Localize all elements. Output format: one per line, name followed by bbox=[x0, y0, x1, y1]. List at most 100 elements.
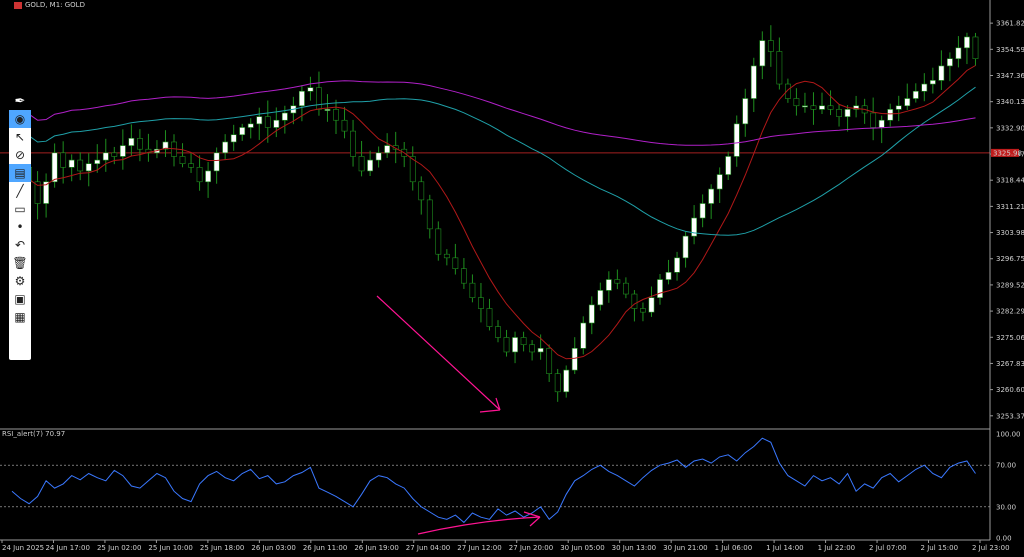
rsi-level-label: 70.00 bbox=[996, 462, 1016, 470]
eye-icon[interactable]: ◉ bbox=[9, 110, 31, 128]
candle-body bbox=[733, 123, 740, 157]
time-tick-label: 2 Jul 07:00 bbox=[869, 544, 907, 552]
price-tick-label: 3282.29 bbox=[996, 308, 1024, 316]
candle-body bbox=[563, 369, 570, 393]
candle-body bbox=[298, 90, 305, 107]
candle-body bbox=[640, 308, 646, 313]
time-tick-label: 2 Jul 23:00 bbox=[972, 544, 1010, 552]
color-swatch-icon[interactable] bbox=[9, 326, 31, 360]
time-tick-label: 30 Jun 05:00 bbox=[560, 544, 604, 552]
time-tick-label: 24 Jun 17:00 bbox=[45, 544, 89, 552]
pin-icon[interactable]: ⊘ bbox=[14, 148, 26, 162]
candle-body bbox=[793, 98, 800, 107]
candle-body bbox=[77, 159, 84, 172]
time-tick-label: 24 Jun 2025 bbox=[2, 544, 44, 552]
candle-body bbox=[887, 109, 894, 121]
dot-icon[interactable]: • bbox=[16, 220, 24, 234]
candle-body bbox=[631, 293, 638, 309]
price-tick-label: 3340.13 bbox=[996, 98, 1024, 106]
candle-body bbox=[648, 297, 655, 313]
candle-body bbox=[682, 235, 689, 259]
candle-body bbox=[452, 257, 459, 269]
candle-body bbox=[179, 156, 186, 164]
undo-icon[interactable]: ↶ bbox=[14, 238, 26, 252]
candle-body bbox=[469, 282, 476, 298]
candle-body bbox=[495, 326, 501, 338]
settings-icon[interactable]: ⚙ bbox=[14, 274, 26, 288]
rsi-level-label: 100.00 bbox=[996, 431, 1021, 439]
candle-body bbox=[384, 145, 391, 154]
candle-body bbox=[802, 105, 808, 108]
candle-body bbox=[827, 105, 834, 110]
candle-body bbox=[665, 272, 672, 280]
ma-fast-line bbox=[11, 65, 976, 360]
candle-body bbox=[529, 344, 536, 353]
time-tick-label: 30 Jun 13:00 bbox=[612, 544, 656, 552]
time-tick-label: 25 Jun 10:00 bbox=[148, 544, 192, 552]
candle-body bbox=[776, 51, 783, 85]
camera-icon[interactable]: ▣ bbox=[14, 292, 26, 306]
candle-body bbox=[119, 145, 126, 157]
candle-body bbox=[136, 138, 143, 150]
candle-body bbox=[443, 253, 450, 259]
candle-body bbox=[51, 152, 58, 183]
candle-body bbox=[128, 138, 135, 146]
candle-body bbox=[375, 152, 382, 161]
candle-body bbox=[341, 119, 348, 132]
candle-body bbox=[870, 112, 877, 128]
candle-body bbox=[230, 134, 237, 143]
current-price-box bbox=[991, 148, 1019, 157]
candle-body bbox=[392, 145, 399, 150]
candle-body bbox=[622, 282, 629, 295]
trash-icon[interactable]: 🗑 bbox=[12, 256, 28, 270]
candle-body bbox=[188, 163, 194, 168]
candle-body bbox=[435, 228, 442, 255]
candle-body bbox=[264, 116, 271, 128]
candle-body bbox=[520, 337, 527, 346]
cursor-icon[interactable]: ↖ bbox=[14, 130, 26, 144]
candle-body bbox=[418, 181, 425, 201]
candle-body bbox=[921, 83, 928, 92]
time-tick-label: 27 Jun 12:00 bbox=[457, 544, 501, 552]
candle-body bbox=[767, 40, 774, 52]
divergence-arrow bbox=[376, 295, 501, 413]
price-tick-label: 3318.44 bbox=[996, 177, 1024, 185]
pencil-icon[interactable]: ╱ bbox=[16, 184, 24, 198]
pen-icon[interactable]: ✒ bbox=[14, 93, 26, 109]
time-tick-label: 26 Jun 11:00 bbox=[303, 544, 347, 552]
candle-body bbox=[205, 170, 212, 183]
rsi-title: RSI_alert(7) 70.97 bbox=[2, 430, 66, 438]
candle-body bbox=[836, 109, 842, 117]
candle-body bbox=[247, 123, 254, 128]
candle-body bbox=[929, 80, 936, 85]
candle-body bbox=[409, 156, 416, 183]
symbol-flag-icon bbox=[14, 1, 22, 9]
toolbar-panel: ◉ ↖ ⊘ ▤ ╱ ▭ • ↶ 🗑 ⚙ ▣ ▦ bbox=[9, 110, 31, 360]
time-tick-label: 27 Jun 04:00 bbox=[406, 544, 450, 552]
price-tick-label: 3354.59 bbox=[996, 46, 1024, 54]
clipboard-icon[interactable]: ▦ bbox=[14, 310, 26, 324]
time-tick-label: 1 Jul 22:00 bbox=[818, 544, 856, 552]
candle-body bbox=[955, 47, 962, 59]
price-tick-label: 3289.52 bbox=[996, 281, 1024, 289]
candle-body bbox=[819, 105, 825, 110]
candle-body bbox=[750, 65, 757, 99]
candle-body bbox=[486, 308, 493, 327]
candle-body bbox=[460, 268, 467, 284]
candle-body bbox=[537, 348, 544, 353]
candle-body bbox=[358, 156, 365, 172]
time-tick-label: 2 Jul 15:00 bbox=[921, 544, 959, 552]
candle-body bbox=[213, 152, 220, 172]
time-tick-label: 1 Jul 14:00 bbox=[766, 544, 804, 552]
price-tick-label: 3332.90 bbox=[996, 124, 1024, 132]
price-chart bbox=[0, 25, 990, 413]
time-tick-label: 25 Jun 18:00 bbox=[200, 544, 244, 552]
eraser-icon[interactable]: ▭ bbox=[14, 202, 26, 216]
candle-body bbox=[759, 40, 766, 67]
rsi-panel: 100.00 70.00 30.00 0.00 bbox=[0, 431, 1021, 543]
ruler-icon[interactable]: ▤ bbox=[9, 164, 31, 182]
candle-body bbox=[222, 141, 229, 154]
candle-body bbox=[742, 98, 749, 125]
